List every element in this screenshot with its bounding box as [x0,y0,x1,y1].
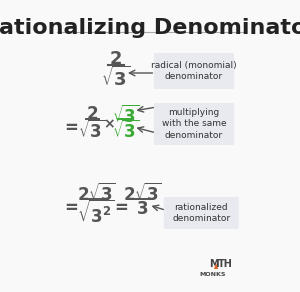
Text: Rationalizing Denominator: Rationalizing Denominator [0,18,300,38]
FancyBboxPatch shape [164,197,239,229]
Text: $\mathbf{2\sqrt{3}}$: $\mathbf{2\sqrt{3}}$ [123,183,162,205]
Text: $\mathbf{=}$: $\mathbf{=}$ [111,197,128,215]
Text: $\mathbf{\sqrt{3}}$: $\mathbf{\sqrt{3}}$ [112,120,140,142]
Text: $\mathbf{\times}$: $\mathbf{\times}$ [103,117,115,131]
FancyBboxPatch shape [154,103,234,145]
Text: M: M [209,259,219,269]
Text: $\mathbf{\sqrt{3^2}}$: $\mathbf{\sqrt{3^2}}$ [77,200,115,227]
Text: TH: TH [218,259,233,269]
Text: radical (monomial)
denominator: radical (monomial) denominator [151,61,237,81]
Text: $\mathbf{=}$: $\mathbf{=}$ [61,117,79,135]
Polygon shape [214,263,218,269]
FancyBboxPatch shape [154,53,234,89]
Text: multiplying
with the same
denominator: multiplying with the same denominator [162,108,226,140]
Text: $\mathbf{2}$: $\mathbf{2}$ [86,105,98,123]
Text: $\mathbf{\sqrt{3}}$: $\mathbf{\sqrt{3}}$ [79,120,106,142]
Text: $\mathbf{2\sqrt{3}}$: $\mathbf{2\sqrt{3}}$ [76,183,116,205]
Text: rationalized
denominator: rationalized denominator [172,203,230,223]
Text: $\mathbf{\sqrt{3}}$: $\mathbf{\sqrt{3}}$ [101,66,130,90]
Text: $\mathbf{3}$: $\mathbf{3}$ [136,200,148,218]
Text: $\mathbf{=}$: $\mathbf{=}$ [61,197,79,215]
Text: MONKS: MONKS [199,272,226,277]
Text: $\mathbf{\sqrt{3}}$: $\mathbf{\sqrt{3}}$ [112,105,140,127]
Text: $\mathbf{2}$: $\mathbf{2}$ [110,50,122,68]
